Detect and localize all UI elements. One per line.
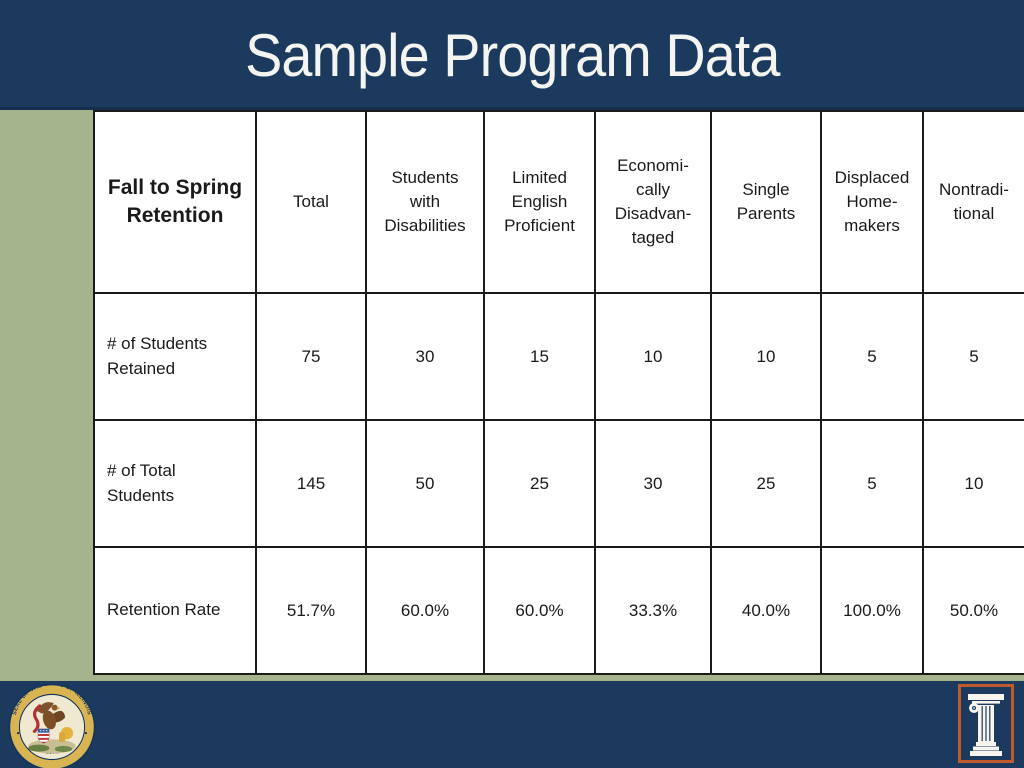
column-header-single-parents: Single Parents [710,110,822,294]
row-label-retention-rate: Retention Rate [93,546,257,675]
data-cell: 33.3% [594,546,712,675]
row-label-students-retained: # of Students Retained [93,292,257,421]
data-cell: 75 [255,292,367,421]
footer-band: SEAL OF THE STATE OF ILLINOIS AUG. 26TH … [0,681,1024,768]
column-header-nontraditional: Nontradi- tional [922,110,1024,294]
column-header-total: Total [255,110,367,294]
data-cell: 5 [820,292,924,421]
data-cell: 100.0% [820,546,924,675]
data-cell: 5 [922,292,1024,421]
title-band: Sample Program Data [0,0,1024,110]
data-cell: 30 [594,419,712,548]
column-header-economically-disadvantaged: Economi- cally Disadvan- taged [594,110,712,294]
data-cell: 5 [820,419,924,548]
data-cell: 51.7% [255,546,367,675]
retention-data-table: Fall to Spring Retention Total Students … [93,110,1024,675]
data-cell: 40.0% [710,546,822,675]
column-i-logo [958,684,1014,763]
data-cell: 60.0% [483,546,596,675]
data-cell: 10 [922,419,1024,548]
data-cell: 60.0% [365,546,485,675]
state-seal-svg: SEAL OF THE STATE OF ILLINOIS AUG. 26TH … [8,681,96,768]
table-header-row: Fall to Spring Retention Total Students … [93,110,1024,294]
illinois-state-seal-icon: SEAL OF THE STATE OF ILLINOIS AUG. 26TH … [8,681,96,768]
table-row-total-students: # of Total Students 145 50 25 30 25 5 10 [93,419,1024,548]
page-title: Sample Program Data [244,22,780,89]
row-label-total-students: # of Total Students [93,419,257,548]
data-cell: 145 [255,419,367,548]
column-header-displaced-homemakers: Displaced Home- makers [820,110,924,294]
table-title-cell: Fall to Spring Retention [93,110,257,294]
data-cell: 25 [710,419,822,548]
data-cell: 50.0% [922,546,1024,675]
column-header-students-with-disabilities: Students with Disabilities [365,110,485,294]
data-cell: 30 [365,292,485,421]
column-i-icon [968,693,1004,756]
column-header-limited-english-proficient: Limited English Proficient [483,110,596,294]
data-cell: 15 [483,292,596,421]
data-cell: 10 [710,292,822,421]
table-row-students-retained: # of Students Retained 75 30 15 10 10 5 … [93,292,1024,421]
data-cell: 25 [483,419,596,548]
data-cell: 50 [365,419,485,548]
table-row-retention-rate: Retention Rate 51.7% 60.0% 60.0% 33.3% 4… [93,546,1024,675]
data-cell: 10 [594,292,712,421]
